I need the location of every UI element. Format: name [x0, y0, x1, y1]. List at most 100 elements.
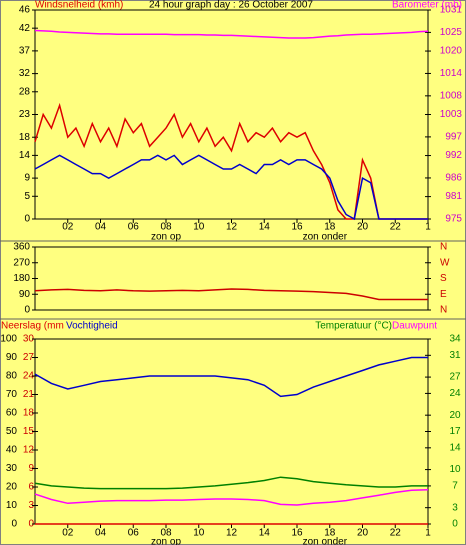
y2-tick-label: 1014 — [440, 68, 463, 79]
legend-label: Neerslag (mm — [1, 321, 64, 332]
y-tick-label: 60 — [6, 408, 18, 419]
y-tick-label: 28 — [19, 86, 31, 97]
x-tick-label: 06 — [128, 528, 140, 539]
y2-tick-label: N — [440, 242, 447, 253]
y3-tick-label: 27 — [23, 352, 35, 363]
y-tick-label: 20 — [6, 482, 18, 493]
y2-tick-label: 10 — [449, 464, 461, 475]
y2-tick-label: 992 — [445, 150, 462, 161]
y3-tick-label: 3 — [28, 500, 34, 511]
annotation: zon op — [151, 232, 181, 243]
x-tick-label: 02 — [62, 528, 74, 539]
series-line — [34, 154, 428, 221]
y-tick-label: 23 — [19, 109, 31, 120]
x-tick-label: 1 — [425, 528, 431, 539]
y2-tick-label: 17 — [449, 426, 461, 437]
y2-tick-label: E — [440, 289, 447, 300]
y3-tick-label: 12 — [23, 445, 35, 456]
x-tick-label: 16 — [291, 222, 303, 233]
y2-tick-label: 1025 — [440, 27, 463, 38]
x-tick-label: 06 — [128, 222, 140, 233]
x-tick-label: 18 — [324, 222, 336, 233]
y3-tick-label: 30 — [23, 334, 35, 345]
y2-tick-label: 1031 — [440, 5, 463, 16]
y-tick-label: 270 — [13, 257, 30, 268]
annotation: zon onder — [303, 537, 348, 545]
y-tick-label: 0 — [24, 214, 30, 225]
x-tick-label: 10 — [193, 528, 205, 539]
y3-tick-label: 18 — [23, 408, 35, 419]
series-line — [34, 476, 428, 490]
y3-tick-label: 9 — [28, 463, 34, 474]
chart-title: 24 hour graph day : 26 October 2007 — [149, 0, 313, 11]
y-tick-label: 9 — [24, 173, 30, 184]
y-tick-label: 90 — [6, 352, 18, 363]
series-line — [34, 102, 428, 220]
legend-label: Temperatuur (°C) — [315, 321, 392, 332]
y3-tick-label: 0 — [28, 519, 34, 530]
y-tick-label: 50 — [6, 426, 18, 437]
legend-label: Vochtigheid — [66, 321, 118, 332]
x-tick-label: 12 — [226, 528, 238, 539]
y-tick-label: 80 — [6, 371, 18, 382]
x-tick-label: 20 — [357, 528, 369, 539]
y2-tick-label: 1008 — [440, 90, 463, 101]
y-tick-label: 37 — [19, 46, 31, 57]
y2-tick-label: 7 — [452, 481, 458, 492]
y-tick-label: 5 — [24, 191, 30, 202]
x-tick-label: 04 — [95, 528, 107, 539]
y-tick-label: 90 — [19, 289, 31, 300]
series-line — [34, 29, 429, 39]
y2-tick-label: S — [440, 273, 447, 284]
x-tick-label: 04 — [95, 222, 107, 233]
x-tick-label: 08 — [160, 528, 172, 539]
legend-label: Dauwpunt — [392, 321, 437, 332]
y2-tick-label: 14 — [449, 442, 461, 453]
y2-tick-label: 1003 — [440, 109, 463, 120]
y2-tick-label: 20 — [449, 410, 461, 421]
y-tick-label: 18 — [19, 132, 31, 143]
series-line — [34, 356, 428, 398]
y2-tick-label: 986 — [445, 173, 462, 184]
y-tick-label: 180 — [13, 273, 30, 284]
y2-axis-label: Barometer (mb) — [392, 0, 462, 11]
y2-tick-label: 0 — [452, 519, 458, 530]
annotation: zon onder — [303, 232, 348, 243]
y-tick-label: 70 — [6, 389, 18, 400]
y3-tick-label: 24 — [23, 371, 35, 382]
y-tick-label: 100 — [0, 334, 17, 345]
y-tick-label: 42 — [19, 23, 31, 34]
y-tick-label: 0 — [24, 305, 30, 316]
y-tick-label: 360 — [13, 242, 30, 253]
x-tick-label: 22 — [390, 222, 402, 233]
y-axis-label: Windsnelheid (kmh) — [35, 0, 123, 11]
y-tick-label: 40 — [6, 445, 18, 456]
y2-tick-label: 31 — [449, 350, 461, 361]
series-line — [34, 488, 429, 506]
y2-tick-label: 34 — [449, 334, 461, 345]
y2-tick-label: 997 — [445, 132, 462, 143]
x-tick-label: 12 — [226, 222, 238, 233]
annotation: zon op — [151, 537, 181, 545]
x-tick-label: 08 — [160, 222, 172, 233]
y3-tick-label: 15 — [23, 426, 35, 437]
y2-tick-label: N — [440, 305, 447, 316]
x-tick-label: 16 — [291, 528, 303, 539]
y3-tick-label: 6 — [28, 482, 34, 493]
x-tick-label: 22 — [390, 528, 402, 539]
y2-tick-label: 3 — [452, 502, 458, 513]
y-tick-label: 32 — [19, 68, 31, 79]
y-tick-label: 10 — [6, 500, 18, 511]
y-tick-label: 14 — [19, 150, 31, 161]
x-tick-label: 02 — [62, 222, 74, 233]
x-tick-label: 1 — [425, 222, 431, 233]
series-line — [34, 288, 428, 301]
y-tick-label: 46 — [19, 5, 31, 16]
x-tick-label: 20 — [357, 222, 369, 233]
y2-tick-label: 981 — [445, 191, 462, 202]
y-tick-label: 30 — [6, 463, 18, 474]
y3-tick-label: 21 — [23, 389, 35, 400]
